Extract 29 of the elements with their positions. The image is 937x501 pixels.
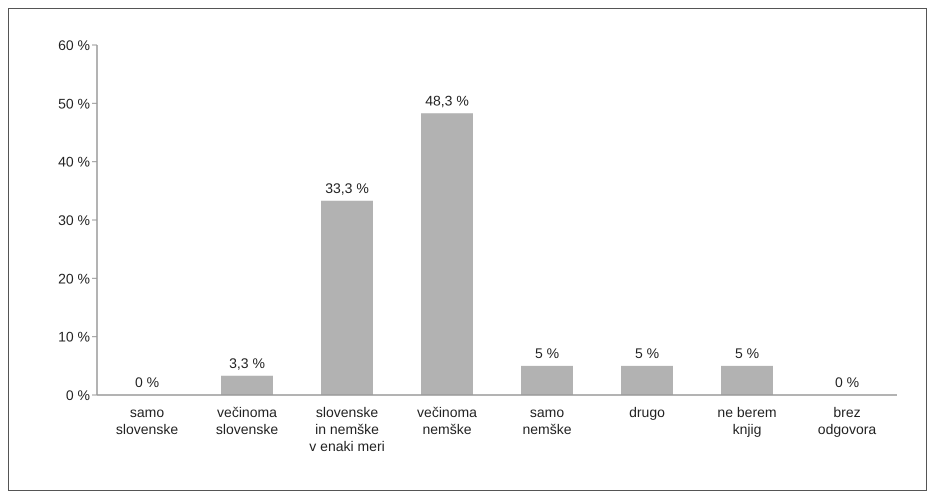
y-tick-label: 30 %: [58, 212, 90, 228]
data-label: 3,3 %: [229, 354, 265, 371]
x-tick-label: brez odgovora: [818, 404, 876, 437]
y-tick-label: 60 %: [58, 36, 90, 53]
data-label: 0 %: [834, 374, 860, 390]
x-tick-label: ne berem knjig: [717, 404, 777, 437]
bar: [221, 376, 273, 395]
y-tick-label: 0 %: [66, 386, 90, 403]
y-tick-label: 10 %: [58, 328, 90, 345]
data-label: 0 %: [134, 374, 160, 390]
data-label: 5 %: [534, 344, 560, 361]
bar: [721, 366, 773, 395]
x-tick-label: slovenske in nemške v enaki meri: [309, 404, 385, 454]
x-tick-label: večinoma slovenske: [216, 404, 278, 437]
y-tick-label: 50 %: [58, 95, 90, 112]
y-tick-label: 40 %: [58, 154, 90, 170]
y-tick-label: 20 %: [58, 270, 90, 286]
x-tick-label: drugo: [629, 404, 666, 420]
data-label: 33,3 %: [325, 180, 369, 196]
data-label: 5 %: [734, 344, 760, 361]
bar: [621, 366, 673, 395]
bar: [421, 113, 473, 395]
x-tick-label: samo nemške: [522, 404, 572, 437]
data-label: 48,3 %: [425, 92, 469, 108]
data-label: 5 %: [634, 344, 660, 361]
x-tick-label: samo slovenske: [116, 404, 178, 437]
bar: [321, 200, 373, 395]
x-tick-label: večinoma nemške: [417, 404, 478, 437]
bar: [521, 366, 573, 395]
